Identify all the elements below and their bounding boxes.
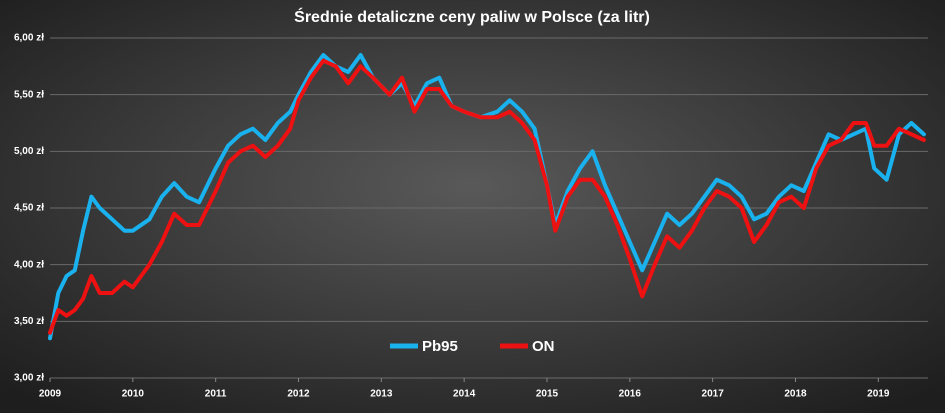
y-tick-label: 5,00 zł <box>14 146 44 157</box>
y-tick-label: 4,50 zł <box>14 203 44 214</box>
x-tick-label: 2015 <box>536 389 559 400</box>
legend-label: ON <box>532 338 555 355</box>
x-tick-label: 2009 <box>39 389 62 400</box>
x-tick-label: 2014 <box>453 389 476 400</box>
y-tick-label: 3,00 zł <box>14 373 44 384</box>
x-tick-label: 2019 <box>867 389 890 400</box>
x-tick-label: 2011 <box>205 389 227 400</box>
line-series <box>48 58 926 335</box>
y-tick-label: 5,50 zł <box>14 89 44 100</box>
x-tick-label: 2017 <box>702 389 725 400</box>
x-tick-label: 2013 <box>370 389 393 400</box>
legend-label: Pb95 <box>422 338 458 355</box>
y-tick-label: 6,00 zł <box>14 33 44 44</box>
x-tick-label: 2016 <box>619 389 642 400</box>
chart-title: Średnie detaliczne ceny paliw w Polsce (… <box>294 7 650 26</box>
x-tick-label: 2012 <box>287 389 310 400</box>
x-tick-label: 2018 <box>784 389 807 400</box>
y-tick-label: 4,00 zł <box>14 259 44 270</box>
x-tick-label: 2010 <box>122 389 145 400</box>
y-tick-label: 3,50 zł <box>14 316 44 327</box>
